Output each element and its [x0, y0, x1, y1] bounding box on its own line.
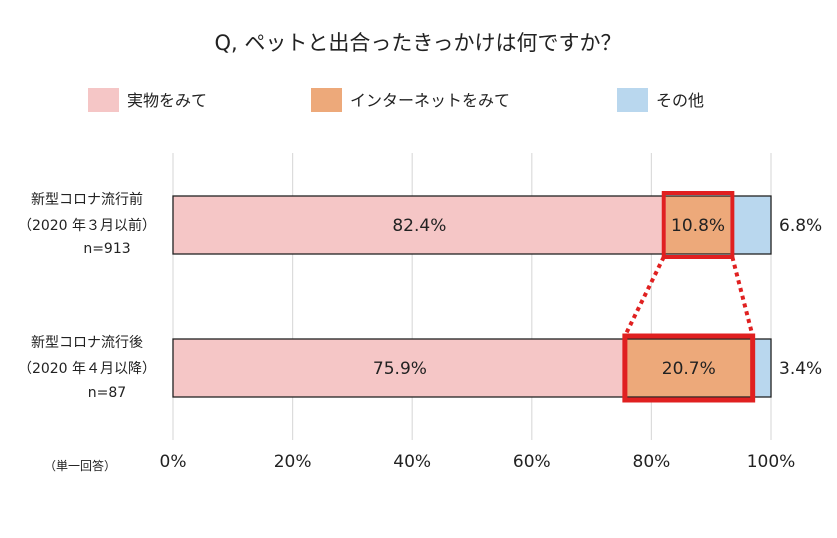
- category-label-2-line-2: （2020 年４月以降）: [18, 361, 156, 377]
- highlight-connector-right: [730, 256, 755, 337]
- value-label-series-2-cat-2: 20.7%: [662, 359, 716, 379]
- bars: 82.4% 10.8% 6.8% 75.9% 20.7% 3.4%: [172, 195, 822, 398]
- highlight: [622, 191, 756, 403]
- legend: 実物をみて インターネットをみて その他: [88, 88, 704, 112]
- bar-series-2-cat-1: [665, 196, 731, 254]
- value-label-series-2-cat-1: 10.8%: [671, 216, 725, 236]
- highlight-connector-left: [623, 256, 666, 337]
- legend-swatch-2: [311, 88, 342, 112]
- legend-swatch-1: [88, 88, 119, 112]
- value-label-series-1-cat-1: 82.4%: [392, 216, 446, 236]
- legend-label-1: 実物をみて: [127, 91, 207, 110]
- category-label-1-line-3: n=913: [83, 241, 130, 257]
- category-label-1-line-1: 新型コロナ流行前: [31, 191, 143, 208]
- x-tick-label-6: 100%: [747, 452, 796, 472]
- bar-outline-cat-1: [172, 195, 772, 255]
- value-label-series-3-cat-2: 3.4%: [779, 359, 822, 379]
- bar-series-1-cat-1: [173, 196, 666, 254]
- bar-series-2-cat-2: [626, 339, 751, 397]
- x-tick-label-3: 40%: [393, 452, 431, 472]
- highlight-box-cat-1: [661, 191, 735, 259]
- x-tick-label-4: 60%: [513, 452, 551, 472]
- legend-label-2: インターネットをみて: [350, 91, 510, 110]
- category-label-1-line-2: （2020 年３月以前）: [18, 217, 156, 234]
- category-label-2-line-3: n=87: [88, 385, 126, 401]
- bar-series-3-cat-1: [730, 196, 771, 254]
- value-label-series-3-cat-1: 6.8%: [779, 216, 822, 236]
- value-label-series-1-cat-2: 75.9%: [373, 359, 427, 379]
- bar-series-3-cat-2: [750, 339, 771, 397]
- bar-outline-cat-2: [172, 338, 772, 398]
- chart-title: Q, ペットと出合ったきっかけは何ですか？: [214, 31, 621, 55]
- highlight-box-cat-2: [622, 333, 756, 403]
- x-tick-label-2: 20%: [274, 452, 312, 472]
- category-labels: 新型コロナ流行前 （2020 年３月以前） n=913 新型コロナ流行後 （2020 年…: [18, 191, 156, 401]
- bar-series-1-cat-2: [173, 339, 627, 397]
- x-tick-label-1: 0%: [160, 452, 187, 472]
- x-axis-ticks: 0% 20% 40% 60% 80% 100%: [160, 452, 796, 472]
- legend-swatch-3: [617, 88, 648, 112]
- answer-note: （単一回答）: [44, 458, 116, 473]
- legend-label-3: その他: [656, 91, 704, 110]
- category-label-2-line-1: 新型コロナ流行後: [31, 335, 143, 351]
- x-tick-label-5: 80%: [633, 452, 671, 472]
